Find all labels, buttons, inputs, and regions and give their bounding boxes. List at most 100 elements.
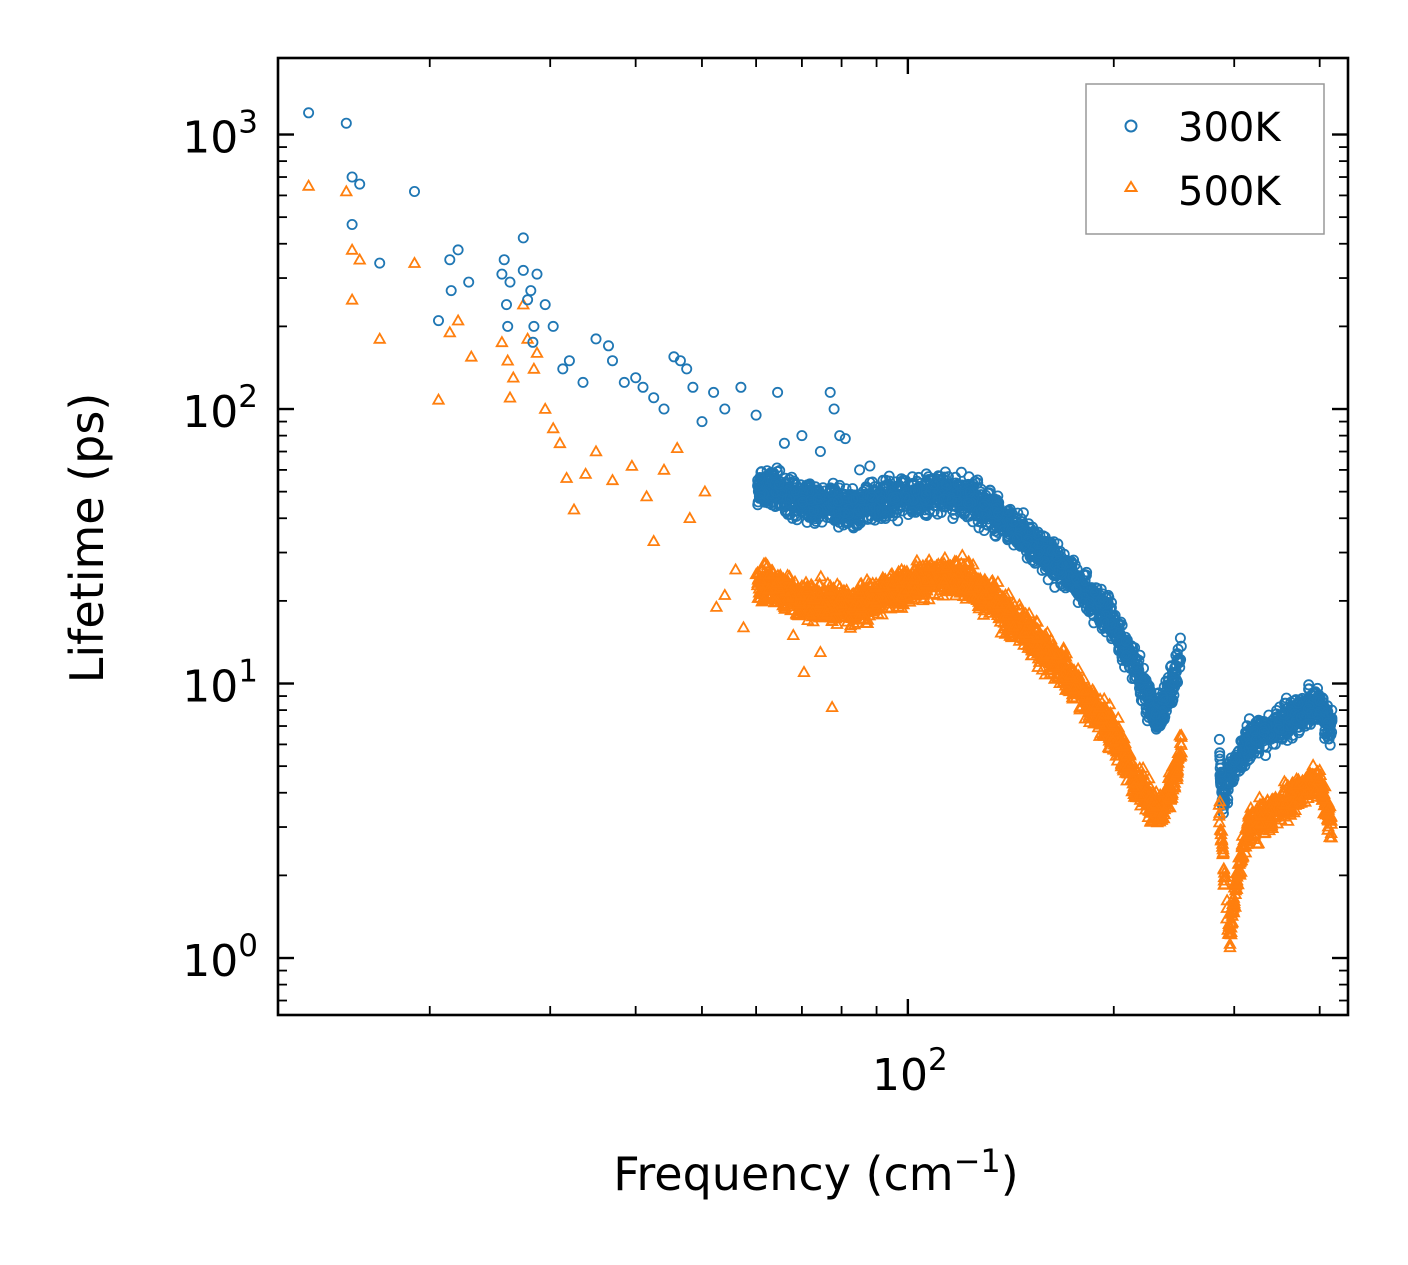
series-300k-cloud-point-2527: [1049, 581, 1061, 593]
series-300k-cloud-point-2531: [1311, 708, 1323, 720]
series-300k-cloud-point-2421: [1137, 689, 1149, 701]
series-300k-cloud-point-2576: [899, 491, 911, 503]
series-300k-cloud-point-2530: [1011, 532, 1023, 544]
series-300k-cloud-point-2419: [928, 505, 940, 517]
series-300k-cloud-point-696: [1174, 632, 1186, 644]
series-300k-cloud-point-2544: [927, 478, 939, 490]
series-300k-cloud-point-2389: [998, 524, 1010, 536]
series-300k-cloud-point-2474: [1289, 708, 1301, 720]
series-300k-cloud-point-1976: [789, 509, 801, 521]
series-500k-cloud-point-1928: [1235, 828, 1250, 841]
series-300k-cloud-point-2529: [892, 503, 904, 515]
series-300k-cloud-point-1946: [1248, 747, 1260, 759]
series-300k-cloud-point-2523: [1094, 596, 1106, 608]
series-500k-cloud-point-1246: [1217, 861, 1231, 874]
series-300k-cloud-point-2395: [1127, 652, 1139, 664]
series-300k-cloud-point-2463: [812, 504, 824, 516]
series-300k-cloud-point-1834: [947, 513, 959, 525]
series-300k-cloud-point-2469: [789, 484, 801, 496]
series-300k-cloud-point-2418: [1324, 739, 1336, 751]
series-300k-cloud-point-2224: [939, 501, 951, 513]
series-300k-cloud-point-2429: [964, 486, 976, 498]
series-300k-cloud-point-2515: [1095, 583, 1107, 595]
series-300k-cloud-point-2441: [1215, 779, 1227, 791]
series-500k-cloud-point-1908: [1230, 866, 1245, 879]
series-300k-cloud-point-2484: [1140, 674, 1152, 686]
series-500k-cloud-point-1924: [948, 554, 962, 567]
series-300k-cloud-point-2568: [805, 494, 817, 506]
series-500k-cloud-point-483: [955, 548, 970, 561]
series-500k-cloud-point-1951: [751, 591, 765, 603]
series-300k-cloud-point-2564: [1314, 695, 1326, 707]
series-300k-cloud-point-2551: [1302, 718, 1314, 730]
series-300k-cloud-point-2517: [1326, 726, 1338, 738]
series-500k-cloud-point-1555: [1321, 819, 1335, 832]
series-300k-cloud-point-2588: [1093, 614, 1105, 626]
series-500k-cloud-point-1645: [1056, 640, 1071, 653]
series-300k-cloud-point-2592: [1098, 616, 1110, 628]
series-300k-cloud-point-2350: [1172, 643, 1184, 655]
series-300k-cloud-point-1909: [1175, 640, 1187, 652]
series-300k-cloud-point-2345: [1088, 617, 1100, 629]
series-300k-cloud-point-2410: [962, 478, 974, 490]
series-500k-cloud-point-1670: [999, 594, 1014, 606]
series-300k-cloud-point-2510: [1295, 711, 1307, 723]
series-300k-cloud-point-2573: [951, 495, 963, 507]
dense-scatter-cloud: [750, 462, 1339, 953]
series-300k-cloud-point-2507: [1292, 697, 1304, 709]
series-300k-cloud-point-2476: [1004, 503, 1016, 515]
series-300k-cloud-point-2385: [907, 477, 919, 489]
series-300k-cloud-point-2082: [914, 504, 926, 516]
series-300k-cloud-point-2430: [1131, 662, 1143, 674]
series-300k-cloud-point-2357: [797, 496, 809, 508]
series-300k-cloud-point-2506: [1229, 755, 1241, 767]
series-300k-cloud-point-2323: [1063, 570, 1075, 582]
series-500k-cloud-point-1558: [1138, 802, 1153, 815]
series-300k-cloud-point-2475: [920, 485, 932, 497]
series-300k-cloud-point-1579: [1134, 649, 1146, 661]
series-300k-cloud-point-2590: [1046, 545, 1058, 557]
series-300k-cloud-point-2368: [1110, 621, 1122, 633]
series-300k-cloud-point-2589: [978, 500, 990, 512]
series-300k-cloud-point-2532: [1138, 672, 1150, 684]
series-300k-cloud-point-2482: [876, 494, 888, 506]
series-300k-cloud-point-2408: [1230, 749, 1242, 761]
series-300k-cloud-point-2442: [1174, 661, 1186, 673]
series-300k-cloud-point-2466: [1284, 714, 1296, 726]
series-500k-cloud-point-1628: [1213, 794, 1227, 807]
series-300k-cloud-point-1894: [1213, 733, 1225, 745]
series-300k-cloud-point-2537: [879, 510, 891, 522]
series-300k-cloud-point-2572: [766, 499, 778, 511]
series-300k-cloud-point-2522: [847, 493, 859, 505]
series-300k-cloud-point-2511: [1277, 708, 1289, 720]
series-300k-cloud-point-2540: [1120, 649, 1132, 661]
series-300k-cloud-point-2489: [847, 520, 859, 532]
series-500k-cloud-point-1876: [1266, 793, 1281, 805]
series-300k-cloud-point-2599: [1322, 717, 1334, 729]
series-300k-cloud-point-2595: [1150, 709, 1162, 721]
series-300k-cloud-point-2575: [1105, 618, 1117, 630]
series-300k-cloud-point-2548: [920, 489, 932, 501]
series-300k-cloud-point-2415: [1123, 661, 1135, 673]
series-300k-cloud-point-2533: [1113, 627, 1125, 639]
series-300k-cloud-point-2562: [853, 503, 865, 515]
series-300k-cloud-point-2493: [827, 497, 839, 509]
series-300k-cloud-point-2337: [1034, 545, 1046, 557]
series-300k-cloud-point-2554: [1037, 530, 1049, 542]
series-300k-cloud-point-2567: [946, 494, 958, 506]
series-300k-cloud-point-2377: [1032, 552, 1044, 564]
series-300k-cloud-point-2528: [773, 478, 785, 490]
series-500k-cloud-point-1638: [816, 609, 831, 622]
series-300k-cloud-point-2324: [964, 492, 976, 504]
series-500k-cloud-point-2000: [1306, 758, 1320, 770]
series-300k-cloud-point-2556: [755, 482, 767, 494]
series-300k-cloud-point-2292: [758, 487, 770, 499]
series-500k-cloud-point-1046: [830, 617, 844, 629]
series-300k-cloud-point-1336: [804, 479, 816, 491]
series-300k-cloud-point-2563: [821, 512, 833, 524]
series-500k-cloud-point-1053: [843, 620, 858, 633]
series-500k-cloud-point-832: [1142, 771, 1156, 784]
series-300k-cloud-point-2399: [866, 491, 878, 503]
series-500k-cloud-point-1882: [862, 608, 877, 621]
